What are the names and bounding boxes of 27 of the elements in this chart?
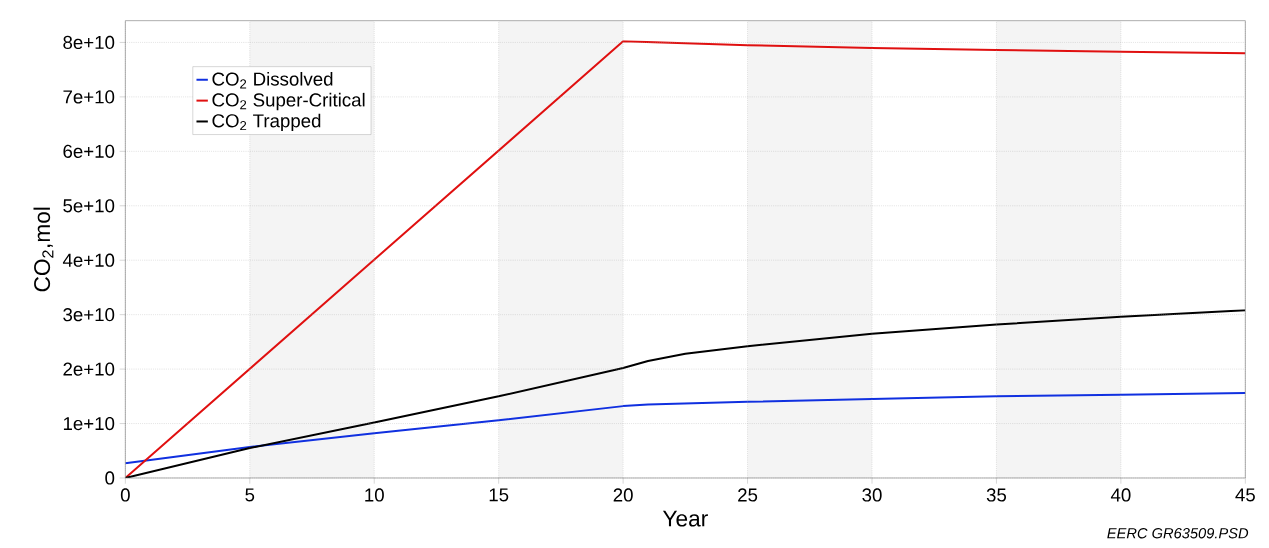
line-series (125, 309, 1246, 478)
legend-label: CO$_{2}$ Trapped (212, 113, 321, 132)
y-tick-label: 6e+10 (63, 144, 115, 158)
x-tick-label: 5 (245, 488, 255, 502)
y-tick-label: 7e+10 (63, 90, 115, 104)
x-tick-label: 15 (489, 488, 509, 502)
x-tick-label: 20 (613, 488, 633, 502)
y-tick-label: 0 (105, 471, 115, 485)
y-axis-title: CO$_{2}$,mol (33, 207, 54, 292)
x-axis-title: Year (662, 510, 708, 527)
y-tick-label: 1e+10 (63, 416, 115, 431)
x-tick-label: 45 (1235, 488, 1255, 502)
x-tick-label: 10 (365, 488, 384, 502)
line-series (125, 392, 1246, 465)
y-tick-label: 2e+10 (63, 362, 115, 376)
x-tick-label: 25 (738, 488, 758, 502)
y-tick-label: 4e+10 (62, 253, 115, 267)
y-tick-label: 8e+10 (63, 35, 115, 50)
y-tick-label: 5e+10 (63, 199, 115, 213)
legend-label: CO$_{2}$ Dissolved (212, 72, 333, 89)
x-tick-label: 35 (986, 488, 1007, 502)
y-tick-label: 3e+10 (63, 308, 115, 322)
x-tick-label: 0 (120, 488, 130, 502)
x-tick-label: 40 (1110, 488, 1131, 502)
x-tick-label: 30 (862, 488, 882, 502)
legend-label: CO$_{2}$ Super-Critical (212, 92, 365, 111)
text: EERC GR63509.PSD (1107, 528, 1249, 539)
